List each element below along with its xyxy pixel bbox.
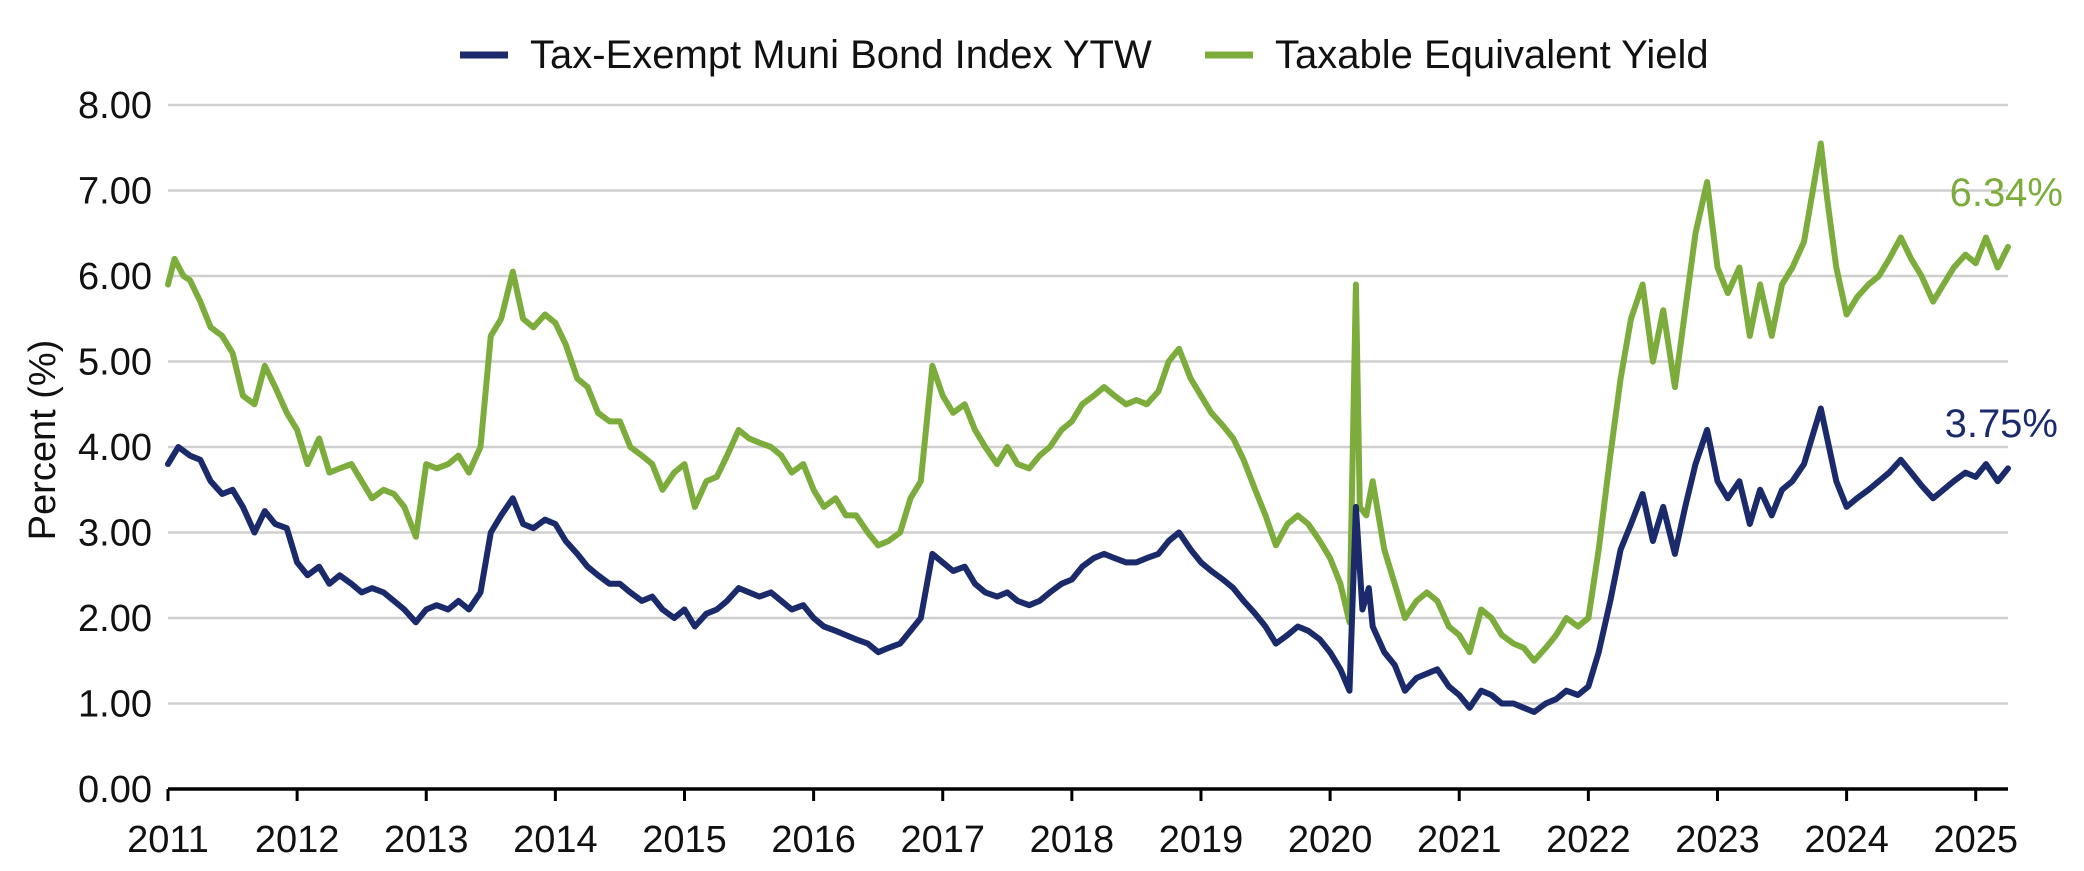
series-lines bbox=[165, 140, 2011, 715]
y-tick-label: 5.00 bbox=[78, 342, 152, 384]
series-line-taxable bbox=[165, 140, 2011, 664]
x-tick-label: 2019 bbox=[1159, 819, 1244, 861]
x-tick-label: 2017 bbox=[900, 819, 985, 861]
y-tick-label: 0.00 bbox=[78, 769, 152, 811]
x-tick-label: 2014 bbox=[513, 819, 598, 861]
legend-label-muni: Tax-Exempt Muni Bond Index YTW bbox=[530, 33, 1152, 77]
x-tick-label: 2020 bbox=[1288, 819, 1373, 861]
legend: Tax-Exempt Muni Bond Index YTW Taxable E… bbox=[460, 33, 1709, 77]
x-axis-ticks: 2011 2012 2013 2014 2015 2016 2017 2018 2019 2020… bbox=[127, 789, 2018, 861]
y-tick-label: 1.00 bbox=[78, 684, 152, 726]
series-line-muni bbox=[165, 405, 2011, 715]
y-tick-label: 6.00 bbox=[78, 256, 152, 298]
x-tick-label: 2022 bbox=[1546, 819, 1631, 861]
legend-label-taxable: Taxable Equivalent Yield bbox=[1275, 33, 1709, 77]
y-tick-label: 8.00 bbox=[78, 85, 152, 127]
y-tick-label: 3.00 bbox=[78, 513, 152, 555]
end-label-muni: 3.75% bbox=[1945, 402, 2058, 446]
end-label-taxable: 6.34% bbox=[1950, 171, 2063, 215]
x-tick-label: 2016 bbox=[771, 819, 856, 861]
x-tick-label: 2015 bbox=[642, 819, 727, 861]
x-tick-label: 2023 bbox=[1675, 819, 1760, 861]
x-tick-label: 2024 bbox=[1804, 819, 1889, 861]
x-tick-label: 2021 bbox=[1417, 819, 1502, 861]
x-tick-label: 2012 bbox=[255, 819, 340, 861]
y-tick-label: 4.00 bbox=[78, 427, 152, 469]
y-axis-ticks: 0.00 1.00 2.00 3.00 4.00 5.00 6.00 7.00 8.00 bbox=[78, 85, 152, 811]
x-tick-label: 2025 bbox=[1933, 819, 2018, 861]
y-tick-label: 7.00 bbox=[78, 171, 152, 213]
gridlines bbox=[168, 103, 2008, 705]
x-tick-label: 2011 bbox=[127, 819, 209, 861]
y-axis-title: Percent (%) bbox=[22, 340, 64, 541]
x-tick-label: 2013 bbox=[384, 819, 469, 861]
x-tick-label: 2018 bbox=[1030, 819, 1115, 861]
y-tick-label: 2.00 bbox=[78, 598, 152, 640]
